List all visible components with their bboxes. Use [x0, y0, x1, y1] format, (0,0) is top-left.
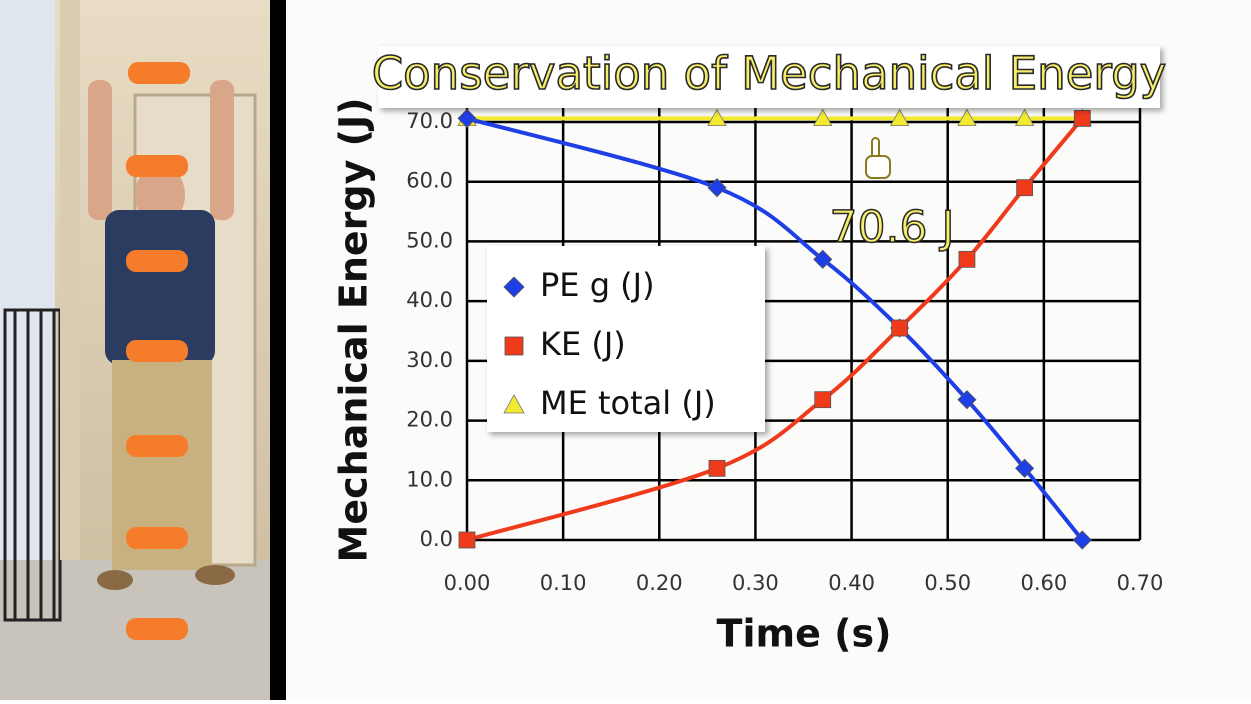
- x-tick-label: 0.50: [924, 571, 971, 595]
- y-tick-label: 0.0: [420, 527, 453, 551]
- y-axis-title: Mechanical Energy (J): [332, 98, 376, 563]
- x-tick-label: 0.60: [1020, 571, 1067, 595]
- legend-label: PE g (J): [540, 266, 655, 304]
- y-tick-label: 60.0: [406, 169, 453, 193]
- marker: [1017, 180, 1033, 196]
- marker: [459, 532, 475, 548]
- chart: 0.00 0.10 0.20 0.30 0.40 0.50 0.60 0.70 0.0 10.0 2…: [0, 0, 1251, 700]
- photo: [0, 0, 286, 700]
- legend: PE g (J) KE (J) ME total (J): [487, 246, 765, 432]
- y-tick-label: 40.0: [406, 288, 453, 312]
- x-tick-label: 0.10: [540, 571, 587, 595]
- y-tick-label: 30.0: [406, 348, 453, 372]
- marker: [709, 460, 725, 476]
- x-tick-label: 0.00: [444, 571, 491, 595]
- x-axis-title: Time (s): [717, 612, 892, 656]
- x-tick-label: 0.20: [636, 571, 683, 595]
- chart-title: Conservation of Mechanical Energy: [372, 47, 1167, 100]
- x-tick-label: 0.70: [1117, 571, 1164, 595]
- legend-marker: [505, 337, 523, 355]
- legend-label: ME total (J): [540, 384, 716, 422]
- y-tick-label: 50.0: [406, 228, 453, 252]
- marker: [1074, 110, 1090, 126]
- x-tick-label: 0.40: [828, 571, 875, 595]
- y-tick-label: 20.0: [406, 408, 453, 432]
- y-tick-label: 10.0: [406, 467, 453, 491]
- marker: [815, 392, 831, 408]
- marker: [892, 320, 908, 336]
- marker: [959, 251, 975, 267]
- legend-label: KE (J): [540, 325, 626, 363]
- page: {"chart_data": { "type": "line", "title"…: [0, 0, 1251, 700]
- y-tick-label: 70.0: [406, 109, 453, 133]
- annotation: 70.6 J: [830, 202, 955, 253]
- x-tick-label: 0.30: [732, 571, 779, 595]
